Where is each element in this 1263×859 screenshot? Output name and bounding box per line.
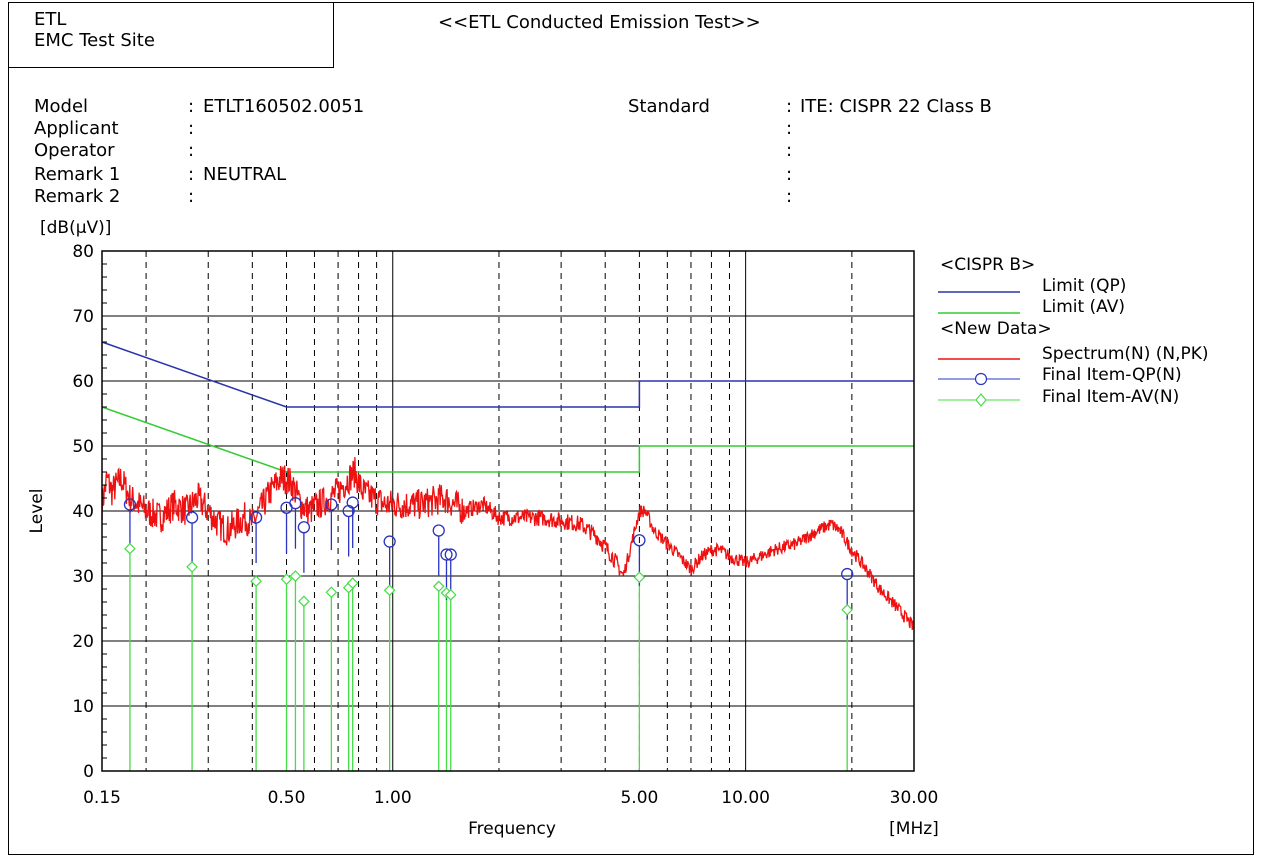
markers bbox=[123, 496, 854, 771]
model-value: ETLT160502.0051 bbox=[203, 96, 365, 117]
x-tick-label: 5.00 bbox=[620, 788, 658, 808]
standard-colon-3: : bbox=[786, 140, 793, 161]
standard-label: Standard bbox=[628, 96, 710, 117]
final-av-point bbox=[186, 561, 198, 573]
applicant-label: Applicant bbox=[34, 118, 119, 139]
y-axis-unit: [dB(µV)] bbox=[40, 218, 111, 238]
site-name: ETL bbox=[34, 9, 67, 30]
final-qp-point bbox=[289, 497, 302, 510]
x-tick-label: 30.00 bbox=[890, 788, 939, 808]
applicant-colon: : bbox=[188, 118, 195, 139]
x-tick-label: 0.15 bbox=[83, 788, 121, 808]
final-av-point bbox=[432, 580, 445, 593]
standard-colon-4: : bbox=[786, 164, 793, 185]
report-title: <<ETL Conducted Emission Test>> bbox=[438, 12, 761, 33]
remark1-value: NEUTRAL bbox=[203, 164, 287, 185]
final-av-point bbox=[633, 571, 646, 584]
final-qp-point bbox=[633, 534, 646, 547]
x-tick-label: 1.00 bbox=[374, 788, 412, 808]
final-qp-point bbox=[440, 548, 453, 561]
final-qp-point bbox=[123, 498, 137, 511]
final-av-point bbox=[444, 589, 457, 601]
operator-label: Operator bbox=[34, 140, 115, 161]
final-av-point bbox=[346, 577, 359, 589]
x-tick-label: 10.00 bbox=[721, 788, 770, 808]
final-qp-point bbox=[185, 511, 199, 524]
grid bbox=[102, 251, 914, 771]
y-tick-label: 60 bbox=[72, 372, 94, 392]
y-tick-label: 50 bbox=[72, 437, 94, 457]
y-tick-label: 30 bbox=[72, 567, 94, 587]
final-qp-point bbox=[444, 548, 457, 561]
legend-final-qp: Final Item-QP(N) bbox=[1042, 365, 1182, 385]
model-label: Model bbox=[34, 96, 89, 117]
final-av-point bbox=[124, 542, 136, 555]
series-layer bbox=[101, 341, 915, 630]
legend-limit-av: Limit (AV) bbox=[1042, 297, 1125, 317]
x-axis-unit: [MHz] bbox=[889, 819, 939, 839]
final-qp-point bbox=[249, 511, 263, 524]
report-frame bbox=[8, 2, 1254, 855]
y-tick-label: 0 bbox=[83, 762, 94, 782]
final-av-point bbox=[298, 595, 310, 608]
axis-ticks: 0 10 20 30 40 50 60 70 80 0.15 0.50 1.00 5.00 10.00 30… bbox=[72, 242, 938, 808]
final-av-point bbox=[289, 570, 302, 582]
final-qp-point bbox=[383, 535, 396, 548]
final-av-point bbox=[280, 573, 293, 586]
legend-final-av: Final Item-AV(N) bbox=[1042, 387, 1179, 407]
legend-group-newdata: <New Data> bbox=[940, 319, 1052, 339]
y-tick-label: 20 bbox=[72, 632, 94, 652]
limit-qp-line bbox=[101, 341, 914, 408]
remark2-colon: : bbox=[188, 186, 195, 207]
spectrum-line bbox=[101, 457, 915, 630]
limit-av-line bbox=[101, 406, 914, 473]
site-box bbox=[8, 2, 334, 68]
remark1-colon: : bbox=[188, 164, 195, 185]
final-av-point bbox=[841, 603, 854, 616]
legend: <CISPR B> Limit (QP) Limit (AV) <New Dat… bbox=[938, 255, 1209, 407]
legend-diamond-icon bbox=[975, 393, 987, 407]
y-tick-label: 40 bbox=[72, 502, 94, 522]
operator-colon: : bbox=[188, 140, 195, 161]
legend-limit-qp: Limit (QP) bbox=[1042, 276, 1126, 296]
legend-spectrum: Spectrum(N) (N,PK) bbox=[1042, 344, 1209, 364]
final-av-point bbox=[250, 575, 262, 588]
final-qp-point bbox=[432, 524, 445, 537]
remark2-label: Remark 2 bbox=[34, 186, 121, 207]
x-axis-label: Frequency bbox=[468, 819, 556, 839]
standard-value: ITE: CISPR 22 Class B bbox=[800, 96, 992, 117]
site-subtitle: EMC Test Site bbox=[34, 30, 155, 51]
remark1-label: Remark 1 bbox=[34, 164, 121, 185]
standard-colon-5: : bbox=[786, 186, 793, 207]
y-tick-label: 70 bbox=[72, 307, 94, 327]
y-axis-label: Level bbox=[27, 489, 47, 534]
legend-circle-icon bbox=[974, 372, 988, 386]
final-qp-point bbox=[325, 498, 338, 511]
final-qp-point bbox=[297, 521, 311, 534]
final-qp-point bbox=[346, 496, 359, 509]
final-av-point bbox=[325, 586, 338, 599]
legend-group-cispr: <CISPR B> bbox=[940, 255, 1035, 275]
final-av-point bbox=[383, 584, 396, 597]
standard-colon-2: : bbox=[786, 118, 793, 139]
model-colon: : bbox=[188, 96, 195, 117]
y-tick-label: 80 bbox=[72, 242, 94, 262]
standard-colon: : bbox=[786, 96, 793, 117]
x-tick-label: 0.50 bbox=[268, 788, 306, 808]
y-tick-label: 10 bbox=[72, 697, 94, 717]
final-qp-point bbox=[841, 567, 854, 581]
